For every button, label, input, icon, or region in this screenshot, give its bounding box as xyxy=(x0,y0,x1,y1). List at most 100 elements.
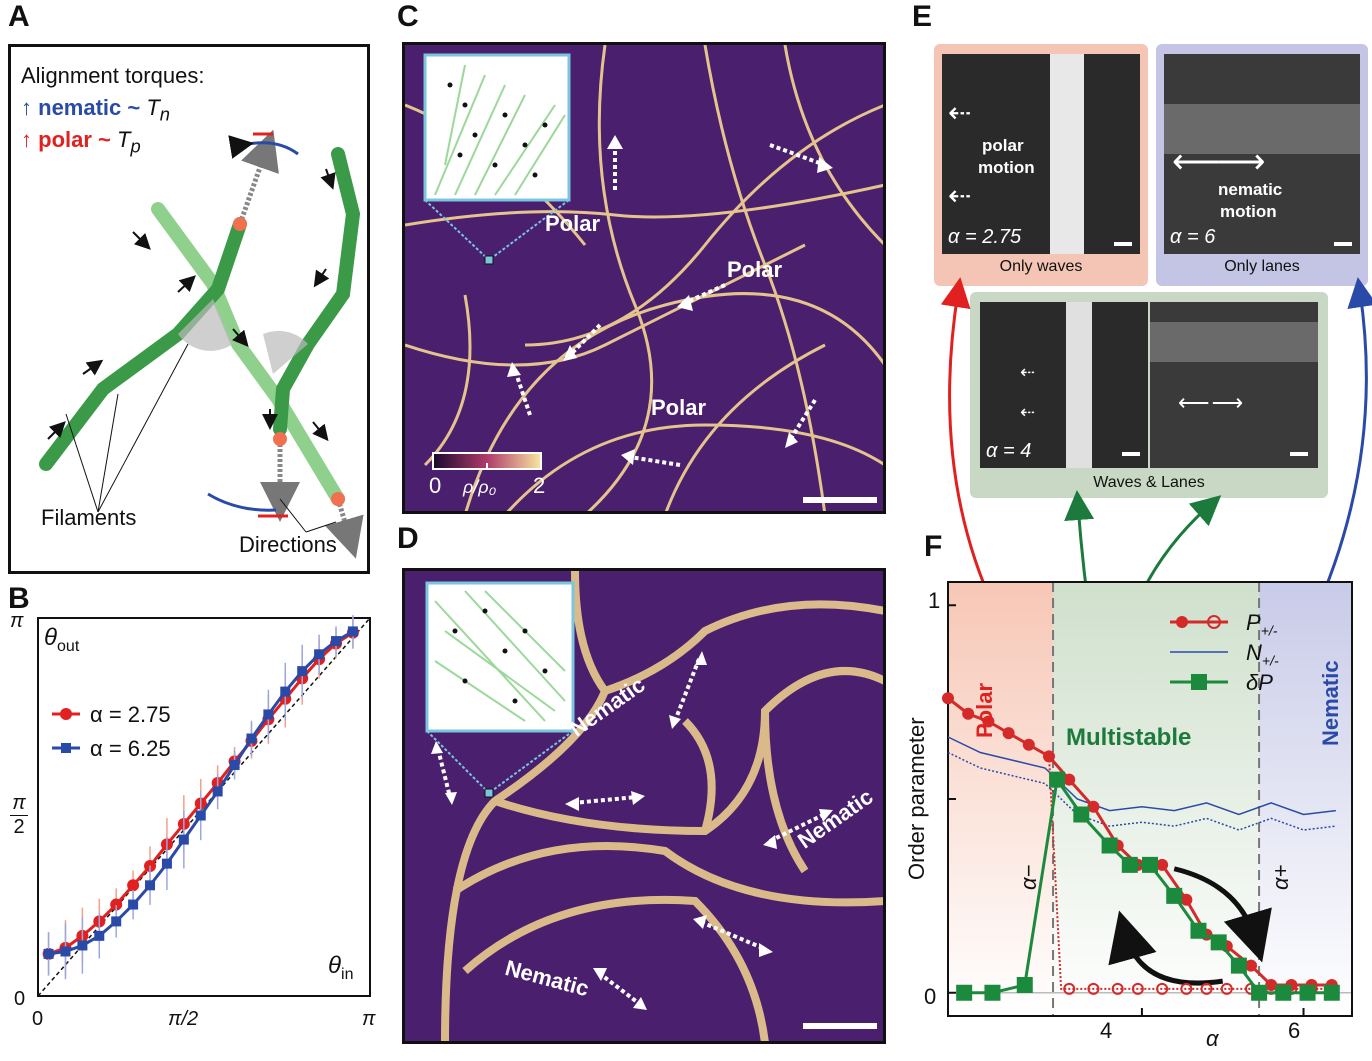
p-lower-point xyxy=(1111,982,1124,995)
legend-n-sub: +/- xyxy=(1261,652,1279,669)
legend-dp: δP xyxy=(1246,670,1273,695)
b-ytick-pi: π xyxy=(10,610,24,632)
n-series-dotted xyxy=(947,751,1336,831)
double-arrow-icon: ⟵⟶ xyxy=(1172,143,1266,181)
b-point-blue xyxy=(331,636,342,647)
panel-label-f: F xyxy=(924,530,943,563)
waves-lanes-caption: Waves & Lanes xyxy=(1093,474,1205,491)
p-point xyxy=(1087,800,1100,813)
wave-band-2 xyxy=(1066,302,1092,468)
alpha-minus-label: α− xyxy=(1016,864,1041,890)
alpha-6: α = 6 xyxy=(1170,226,1216,248)
b-xtick-0: 0 xyxy=(32,1008,44,1030)
b-plot-frame xyxy=(37,617,371,997)
b-point-blue xyxy=(145,880,156,891)
small-double-arrow-icon: ⟵ ⟶ xyxy=(1178,390,1243,415)
b-point-blue xyxy=(77,940,88,951)
dp-point xyxy=(1190,922,1207,939)
directions-label: Directions xyxy=(239,532,337,557)
only-waves-caption: Only waves xyxy=(999,258,1083,275)
f-xtick-6: 6 xyxy=(1288,1018,1301,1043)
panel-label-c: C xyxy=(397,0,419,33)
scalebar-3 xyxy=(1122,452,1140,456)
panel-e-both: ⇠ ⇠ α = 4 ⟵ ⟶ Waves & Lanes xyxy=(970,292,1328,498)
panel-a-heading: Alignment torques: xyxy=(21,63,205,88)
filaments-label: Filaments xyxy=(41,505,137,530)
alpha-4: α = 4 xyxy=(986,440,1032,462)
panel-d: Nematic Nematic Nematic xyxy=(402,568,886,1044)
legend-dp-marker xyxy=(1191,674,1207,690)
b-point-blue xyxy=(212,786,223,797)
f-xtick-4: 4 xyxy=(1100,1018,1113,1043)
panel-label-a: A xyxy=(8,0,30,33)
panel-c: Polar Polar Polar 0 ρ/ρ₀ 2 xyxy=(402,42,886,514)
panel-label-b: B xyxy=(8,582,30,615)
nematic-text: nematic ~ xyxy=(38,95,147,120)
dp-point xyxy=(1016,977,1033,993)
b-point-blue xyxy=(263,709,274,720)
legend-p-open-marker xyxy=(1207,615,1221,629)
n-series-line xyxy=(947,736,1336,816)
alpha-275: α = 2.75 xyxy=(948,226,1022,248)
polar-label-3: Polar xyxy=(651,395,707,420)
small-left-arrow-icon-2: ⇠ xyxy=(1020,402,1036,422)
both-kymograph-1: ⇠ ⇠ α = 4 xyxy=(980,302,1148,468)
b-point-blue xyxy=(128,899,139,910)
legend-p-text: P xyxy=(1246,610,1261,635)
b-xtick-half: π/2 xyxy=(168,1008,199,1030)
nematic-torque-label: ↑ nematic ~ Tn xyxy=(21,95,170,125)
b-point-blue xyxy=(347,626,358,637)
p-lower-point xyxy=(1156,982,1169,995)
arrow-up-branch xyxy=(1108,910,1224,986)
p-point xyxy=(982,715,995,728)
legend-n-text: N xyxy=(1246,640,1262,665)
p-lower-point xyxy=(1131,982,1144,995)
cbar-max: 2 xyxy=(533,473,546,498)
density-map-c xyxy=(405,45,883,511)
b-ytick-half-den: 2 xyxy=(13,816,25,838)
b-point-blue xyxy=(229,759,240,770)
b-point-blue xyxy=(178,834,189,845)
p-lower-point xyxy=(1180,982,1193,995)
cbar-label: ρ/ρ₀ xyxy=(463,477,497,497)
b-xlabel-text: θ xyxy=(328,952,342,979)
dp-point xyxy=(1142,856,1158,873)
b-point-blue xyxy=(280,686,291,697)
region-polar-label: Polar xyxy=(972,682,997,738)
dp-point xyxy=(1121,856,1138,873)
left-arrow-icon-2: ⇠ xyxy=(948,180,972,211)
theta-chart: α = 2.75 α = 6.25 xyxy=(37,615,371,997)
dp-point xyxy=(1299,984,1316,1001)
dp-point xyxy=(956,984,973,1001)
scalebar-4 xyxy=(1290,452,1308,456)
b-xlabel: θin xyxy=(328,952,353,984)
region-nematic-label: Nematic xyxy=(1318,660,1343,746)
cbar-min: 0 xyxy=(429,473,442,498)
dp-point xyxy=(1251,984,1268,1001)
p-lower-point xyxy=(1220,982,1233,995)
b-point-blue xyxy=(94,930,105,941)
both-kymograph-2: ⟵ ⟶ xyxy=(1150,302,1318,468)
dp-point xyxy=(1323,984,1340,1001)
polar-subscript: p xyxy=(130,135,141,157)
dp-point xyxy=(984,984,1001,1001)
b-xtick-pi: π xyxy=(362,1008,376,1030)
density-map-d xyxy=(405,571,883,1041)
b-point-blue xyxy=(297,666,308,677)
polar-word: polar xyxy=(982,136,1024,155)
panel-label-e: E xyxy=(912,0,933,33)
nematic-symbol: T xyxy=(146,95,160,120)
f-ytick-1: 1 xyxy=(928,588,941,613)
region-multistable-label: Multistable xyxy=(1066,724,1192,751)
arrow-down-branch xyxy=(1173,866,1272,963)
polar-text: polar ~ xyxy=(38,127,117,152)
small-left-arrow-icon: ⇠ xyxy=(1020,362,1036,382)
lanes-kymograph: ⟵⟶ nematic motion α = 6 xyxy=(1164,54,1360,254)
polar-symbol: T xyxy=(116,127,131,152)
filament-diagram xyxy=(39,129,364,559)
lane-band-2 xyxy=(1150,322,1318,362)
panel-e-lanes: ⟵⟶ nematic motion α = 6 Only lanes xyxy=(1156,44,1368,286)
polar-label-1: Polar xyxy=(545,211,601,236)
b-point-blue xyxy=(161,858,172,869)
